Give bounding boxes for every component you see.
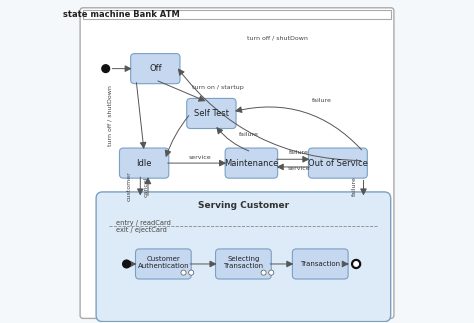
Text: Self Test: Self Test	[194, 109, 229, 118]
Text: Selecting
Transaction: Selecting Transaction	[223, 255, 264, 268]
Text: customer: customer	[126, 172, 131, 201]
Text: entry / readCard
exit / ejectCard: entry / readCard exit / ejectCard	[116, 220, 171, 233]
FancyBboxPatch shape	[96, 192, 391, 322]
FancyBboxPatch shape	[119, 148, 169, 178]
Circle shape	[123, 260, 130, 268]
FancyBboxPatch shape	[216, 249, 271, 279]
FancyBboxPatch shape	[225, 148, 278, 178]
Text: cancel: cancel	[144, 176, 148, 197]
Text: Customer
Authentication: Customer Authentication	[137, 255, 189, 268]
Text: failure: failure	[289, 150, 309, 155]
Text: turn on / startup: turn on / startup	[191, 85, 243, 90]
Text: state machine Bank ATM: state machine Bank ATM	[64, 10, 180, 19]
FancyBboxPatch shape	[136, 249, 191, 279]
Text: Serving Customer: Serving Customer	[198, 201, 289, 210]
Text: service: service	[189, 155, 211, 160]
FancyBboxPatch shape	[292, 249, 348, 279]
FancyBboxPatch shape	[83, 10, 391, 19]
Circle shape	[354, 262, 358, 266]
Text: service: service	[288, 166, 310, 172]
Text: failure: failure	[352, 177, 357, 196]
Text: Idle: Idle	[137, 159, 152, 168]
Circle shape	[181, 270, 186, 275]
Circle shape	[352, 259, 361, 268]
Text: turn off / shutDown: turn off / shutDown	[108, 85, 112, 145]
Text: failure: failure	[312, 98, 332, 103]
FancyBboxPatch shape	[309, 148, 367, 178]
Text: turn off / shutDown: turn off / shutDown	[246, 36, 308, 41]
Circle shape	[261, 270, 266, 275]
Circle shape	[269, 270, 274, 275]
Text: Off: Off	[149, 64, 162, 73]
FancyBboxPatch shape	[80, 8, 394, 318]
FancyBboxPatch shape	[187, 99, 236, 129]
Circle shape	[102, 65, 109, 72]
Circle shape	[189, 270, 194, 275]
FancyBboxPatch shape	[131, 54, 180, 84]
Text: Maintenance: Maintenance	[224, 159, 279, 168]
Text: Transaction: Transaction	[300, 261, 340, 267]
Text: failure: failure	[238, 132, 258, 137]
Text: Out of Service: Out of Service	[308, 159, 368, 168]
